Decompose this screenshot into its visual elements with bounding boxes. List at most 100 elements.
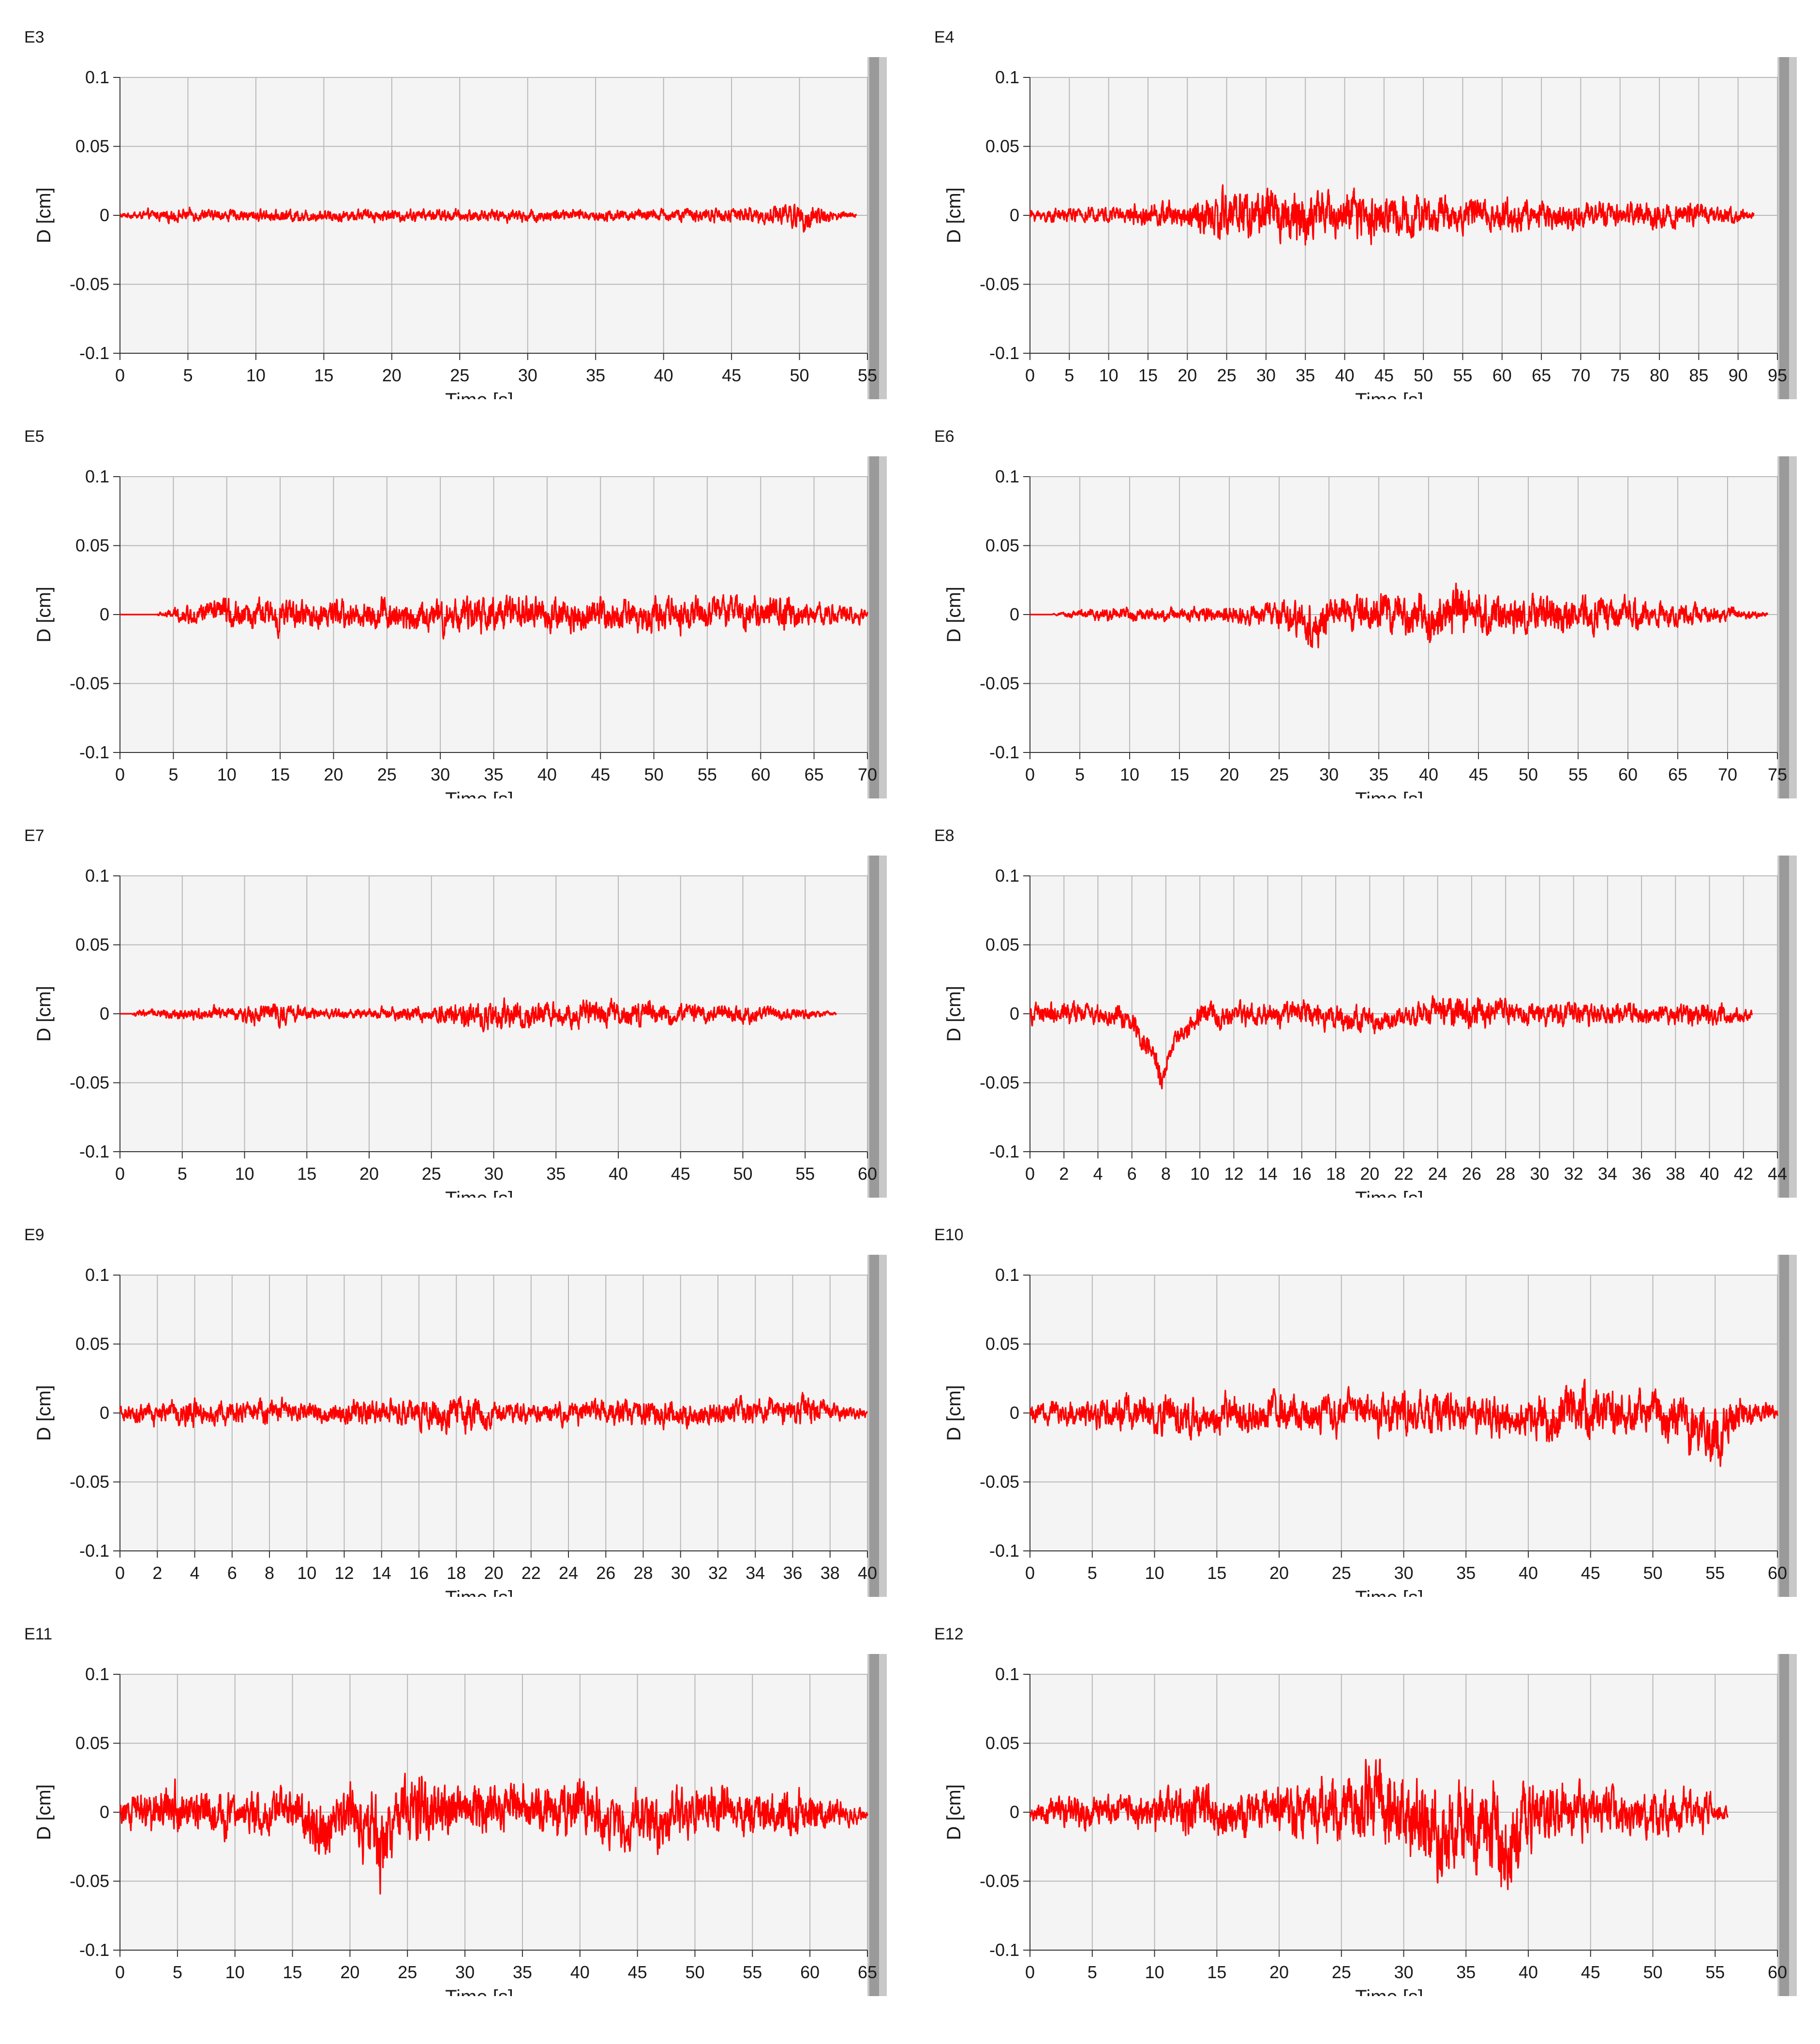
x-tick-label: 20 (1269, 1962, 1289, 1982)
y-tick-label: 0 (100, 1802, 109, 1822)
x-tick-label: 40 (1335, 365, 1355, 385)
x-tick-label: 5 (183, 365, 193, 385)
y-tick-label: 0.05 (75, 935, 109, 955)
x-axis-label: Time [s] (1355, 1986, 1423, 1996)
x-tick-label: 0 (115, 1563, 125, 1583)
x-tick-label: 20 (359, 1164, 379, 1184)
x-tick-label: 22 (522, 1563, 541, 1583)
chart-title: E9 (24, 1226, 45, 1244)
x-tick-label: 35 (1296, 365, 1315, 385)
chart-svg: 0 5 10 15 20 25 30 35 40 45 50 55 60 65 70 0.1 0.05 0 -0.0… (33, 456, 887, 798)
x-tick-label: 60 (1768, 1962, 1787, 1982)
x-tick-label: 60 (858, 1164, 877, 1184)
x-tick-label: 10 (1099, 365, 1119, 385)
x-tick-label: 50 (1519, 765, 1538, 784)
x-tick-label: 30 (431, 765, 450, 784)
y-tick-label: -0.05 (70, 274, 109, 294)
y-tick-label: -0.05 (980, 1073, 1019, 1093)
x-tick-label: 90 (1729, 365, 1748, 385)
x-tick-label: 0 (115, 1164, 125, 1184)
y-tick-label: 0.1 (995, 67, 1019, 87)
x-tick-label: 20 (382, 365, 402, 385)
x-tick-label: 36 (783, 1563, 802, 1583)
x-tick-label: 75 (1768, 765, 1787, 784)
frame-bevel-shadow (869, 1255, 879, 1597)
chart-svg: 0 5 10 15 20 25 30 35 40 45 50 55 0.1 0.05 0 -0.05 -0.1 T… (33, 57, 887, 399)
y-tick-label: 0.05 (75, 136, 109, 156)
x-tick-label: 5 (1075, 765, 1085, 784)
series-line (1029, 995, 1753, 1090)
x-tick-label: 95 (1768, 365, 1787, 385)
series-line (1029, 1758, 1729, 1891)
y-tick-label: 0 (100, 1403, 109, 1423)
x-tick-label: 15 (1170, 765, 1189, 784)
frame-bevel-shadow (1779, 1654, 1789, 1996)
y-axis-label: D [cm] (943, 1385, 965, 1441)
x-tick-label: 40 (1700, 1164, 1719, 1184)
y-tick-label: -0.1 (79, 742, 109, 762)
series-line (119, 997, 837, 1033)
x-tick-label: 55 (858, 365, 877, 385)
chart-svg: 0 5 10 15 20 25 30 35 40 45 50 55 60 0.1 0.05 0 -0.05 -0.… (943, 1654, 1797, 1996)
x-tick-label: 45 (1469, 765, 1488, 784)
y-tick-label: -0.1 (79, 343, 109, 363)
x-tick-label: 20 (1178, 365, 1197, 385)
x-tick-label: 35 (513, 1962, 532, 1982)
x-tick-label: 4 (190, 1563, 199, 1583)
x-tick-label: 5 (1088, 1563, 1097, 1583)
x-tick-label: 10 (1190, 1164, 1209, 1184)
x-tick-label: 50 (1643, 1962, 1662, 1982)
x-axis-label: Time [s] (445, 1188, 513, 1198)
y-tick-label: -0.1 (989, 343, 1019, 363)
y-axis-label: D [cm] (943, 1784, 965, 1840)
x-tick-label: 30 (1394, 1563, 1413, 1583)
y-tick-label: -0.05 (980, 1871, 1019, 1891)
x-tick-label: 75 (1611, 365, 1630, 385)
y-tick-label: 0.1 (85, 1664, 109, 1684)
x-axis-label: Time [s] (1355, 1587, 1423, 1597)
y-tick-label: -0.1 (79, 1940, 109, 1960)
frame-bevel-shadow (869, 856, 879, 1198)
x-tick-label: 65 (1532, 365, 1551, 385)
x-tick-label: 50 (1414, 365, 1433, 385)
frame-bevel-shadow (1779, 1255, 1789, 1597)
x-tick-label: 45 (591, 765, 610, 784)
x-tick-label: 25 (1269, 765, 1289, 784)
chart-panel-e9: E9 0 2 4 6 8 10 12 14 16 18 20 22 24 26 28 30 32 34 36 38 40 0… (0, 1198, 910, 1597)
x-tick-label: 40 (570, 1962, 590, 1982)
x-tick-label: 65 (1668, 765, 1687, 784)
x-tick-label: 36 (1632, 1164, 1651, 1184)
x-axis-label: Time [s] (445, 1986, 513, 1996)
x-tick-label: 40 (537, 765, 557, 784)
y-tick-label: 0.1 (995, 466, 1019, 486)
chart-svg: 0 5 10 15 20 25 30 35 40 45 50 55 60 0.1 0.05 0 -0.05 -0.… (33, 856, 887, 1198)
x-tick-label: 55 (698, 765, 717, 784)
x-tick-label: 10 (225, 1962, 245, 1982)
chart-panel-e5: E5 0 5 10 15 20 25 30 35 40 45 50 55 60 65 70 0.1 0.05 0 -0… (0, 399, 910, 798)
y-tick-label: 0.05 (75, 536, 109, 556)
x-tick-label: 55 (1705, 1563, 1725, 1583)
y-tick-label: 0.1 (85, 67, 109, 87)
chart-svg: 0 5 10 15 20 25 30 35 40 45 50 55 60 65 0.1 0.05 0 -0.05 -… (33, 1654, 887, 1996)
y-tick-label: 0 (100, 1004, 109, 1023)
x-tick-label: 30 (484, 1164, 503, 1184)
series-line (1029, 1379, 1778, 1467)
series-line (1029, 184, 1755, 246)
x-tick-label: 14 (372, 1563, 391, 1583)
x-axis-label: Time [s] (1355, 789, 1423, 798)
chart-panel-e12: E12 0 5 10 15 20 25 30 35 40 45 50 55 60 0.1 0.05 0 -0.05… (910, 1597, 1820, 1996)
x-tick-label: 5 (1064, 365, 1074, 385)
x-tick-label: 45 (628, 1962, 647, 1982)
x-tick-label: 30 (1319, 765, 1339, 784)
y-tick-label: 0 (1010, 604, 1019, 624)
y-tick-label: 0.05 (985, 536, 1019, 556)
x-tick-label: 20 (1360, 1164, 1379, 1184)
x-tick-label: 35 (484, 765, 503, 784)
x-tick-label: 20 (484, 1563, 503, 1583)
x-tick-label: 60 (1768, 1563, 1787, 1583)
x-tick-label: 4 (1093, 1164, 1103, 1184)
x-tick-label: 18 (447, 1563, 466, 1583)
x-tick-label: 30 (455, 1962, 475, 1982)
x-tick-label: 60 (1618, 765, 1638, 784)
x-tick-label: 26 (596, 1563, 615, 1583)
